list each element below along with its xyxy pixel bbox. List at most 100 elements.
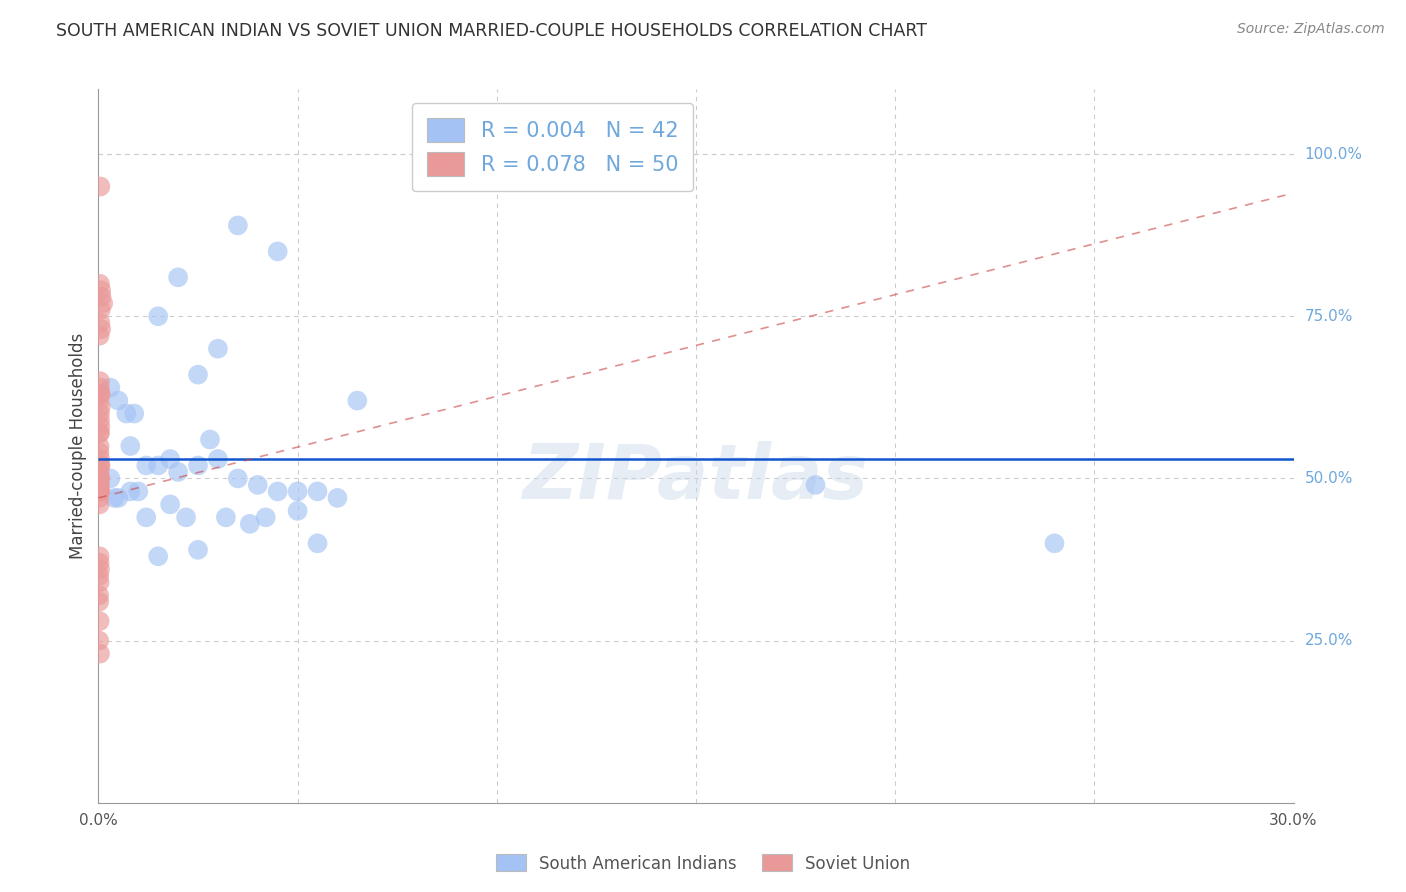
Point [98, 471, 122, 485]
Point [187, 368, 209, 382]
Point [148, 549, 170, 564]
Point [89, 374, 111, 388]
Point [246, 478, 269, 492]
Point [89, 595, 111, 609]
Point [167, 465, 190, 479]
Legend: R = 0.004   N = 42, R = 0.078   N = 50: R = 0.004 N = 42, R = 0.078 N = 50 [412, 103, 693, 191]
Point [89, 478, 111, 492]
Point [239, 516, 262, 531]
Point [89, 425, 111, 440]
Point [287, 504, 309, 518]
Point [267, 484, 290, 499]
Point [89, 471, 111, 485]
Text: ZIPatlas: ZIPatlas [523, 442, 869, 516]
Point [148, 458, 170, 473]
Point [90, 322, 112, 336]
Text: 75.0%: 75.0% [1305, 309, 1353, 324]
Point [89, 471, 111, 485]
Point [127, 484, 149, 499]
Point [159, 452, 181, 467]
Point [120, 484, 142, 499]
Point [89, 277, 111, 291]
Point [346, 393, 368, 408]
Point [89, 568, 111, 582]
Point [89, 179, 111, 194]
Point [187, 542, 209, 557]
Point [90, 302, 112, 317]
Point [167, 270, 190, 285]
Point [107, 393, 129, 408]
Point [135, 510, 157, 524]
Point [90, 283, 112, 297]
Point [89, 647, 111, 661]
Point [89, 328, 111, 343]
Point [287, 484, 309, 499]
Point [89, 497, 111, 511]
Point [115, 407, 138, 421]
Point [89, 575, 111, 590]
Point [91, 296, 114, 310]
Y-axis label: Married-couple Households: Married-couple Households [69, 333, 87, 559]
Point [89, 458, 111, 473]
Point [307, 484, 329, 499]
Point [89, 439, 111, 453]
Point [89, 316, 111, 330]
Point [89, 562, 111, 576]
Point [307, 536, 329, 550]
Point [198, 433, 221, 447]
Point [1043, 536, 1066, 550]
Point [89, 491, 111, 505]
Point [174, 510, 197, 524]
Point [215, 510, 238, 524]
Point [89, 478, 111, 492]
Point [89, 458, 111, 473]
Point [187, 458, 209, 473]
Point [89, 407, 111, 421]
Point [89, 549, 111, 564]
Legend: South American Indians, Soviet Union: South American Indians, Soviet Union [489, 847, 917, 880]
Point [89, 465, 111, 479]
Point [89, 633, 111, 648]
Point [120, 439, 142, 453]
Point [89, 419, 111, 434]
Text: Source: ZipAtlas.com: Source: ZipAtlas.com [1237, 22, 1385, 37]
Point [267, 244, 290, 259]
Point [804, 478, 827, 492]
Point [90, 387, 112, 401]
Point [89, 471, 111, 485]
Text: 25.0%: 25.0% [1305, 633, 1353, 648]
Point [89, 556, 111, 570]
Point [103, 491, 125, 505]
Point [159, 497, 181, 511]
Text: 50.0%: 50.0% [1305, 471, 1353, 486]
Point [89, 387, 111, 401]
Point [89, 614, 111, 628]
Point [89, 471, 111, 485]
Point [124, 407, 146, 421]
Point [89, 425, 111, 440]
Point [226, 471, 249, 485]
Point [107, 491, 129, 505]
Point [148, 310, 170, 324]
Point [89, 588, 111, 602]
Point [89, 471, 111, 485]
Point [226, 219, 249, 233]
Point [135, 458, 157, 473]
Point [89, 452, 111, 467]
Point [89, 484, 111, 499]
Point [207, 342, 229, 356]
Point [90, 400, 112, 414]
Point [89, 393, 111, 408]
Point [254, 510, 277, 524]
Point [90, 290, 112, 304]
Point [98, 381, 122, 395]
Point [207, 452, 229, 467]
Point [89, 478, 111, 492]
Point [326, 491, 349, 505]
Text: SOUTH AMERICAN INDIAN VS SOVIET UNION MARRIED-COUPLE HOUSEHOLDS CORRELATION CHAR: SOUTH AMERICAN INDIAN VS SOVIET UNION MA… [56, 22, 927, 40]
Point [89, 413, 111, 427]
Point [89, 484, 111, 499]
Point [89, 465, 111, 479]
Text: 100.0%: 100.0% [1305, 146, 1362, 161]
Point [89, 381, 111, 395]
